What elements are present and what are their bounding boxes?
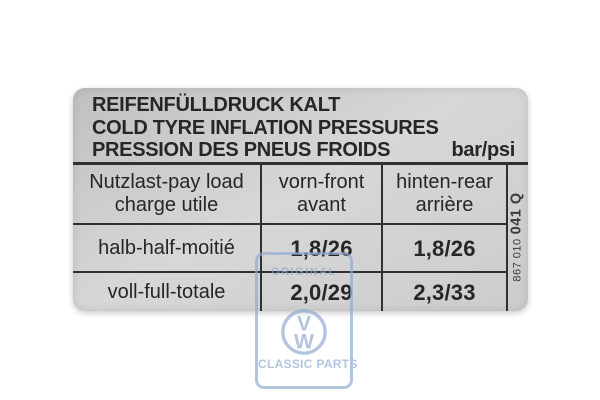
row-full-label: voll-full-totale bbox=[107, 280, 226, 303]
row-half-label: halb-half-moitié bbox=[98, 236, 235, 259]
title-line-english: COLD TYRE INFLATION PRESSURES bbox=[92, 116, 439, 139]
watermark-classic-parts-text: CLASSIC PARTS bbox=[258, 357, 358, 371]
unit-label: bar/psi bbox=[451, 139, 516, 161]
header-rear: hinten-rear arrière bbox=[383, 165, 506, 223]
column-divider bbox=[260, 162, 262, 311]
header-load: Nutzlast-pay load charge utile bbox=[73, 165, 260, 223]
title-divider bbox=[73, 162, 528, 165]
watermark-original-text: ORIGINAL bbox=[271, 266, 337, 278]
vw-logo-icon: V W bbox=[281, 309, 327, 355]
sticker-title: REIFENFÜLLDRUCK KALT COLD TYRE INFLATION… bbox=[92, 94, 439, 162]
row-full-front-pressure: 2,0/29 bbox=[290, 279, 353, 305]
part-number-suffix: 041 Q bbox=[509, 192, 526, 235]
svg-text:V: V bbox=[297, 313, 311, 336]
column-divider bbox=[506, 162, 508, 311]
header-load-line1: Nutzlast-pay load bbox=[89, 171, 244, 193]
header-rear-line2: arrière bbox=[415, 194, 474, 216]
row-full-rear-pressure: 2,3/33 bbox=[413, 279, 476, 305]
header-load-line2: charge utile bbox=[114, 194, 219, 216]
part-number: 867 010 041 Q bbox=[506, 165, 528, 309]
row-divider bbox=[73, 271, 506, 273]
row-divider bbox=[73, 223, 506, 225]
classic-parts-watermark: ORIGINAL V W CLASSIC PARTS bbox=[255, 252, 358, 389]
tyre-pressure-sticker: REIFENFÜLLDRUCK KALT COLD TYRE INFLATION… bbox=[73, 88, 528, 311]
header-rear-line1: hinten-rear bbox=[396, 171, 493, 193]
row-half-rear-pressure: 1,8/26 bbox=[413, 235, 476, 261]
part-number-prefix: 867 010 bbox=[512, 238, 525, 282]
part-number-text: 867 010 041 Q bbox=[509, 192, 525, 281]
header-front: vorn-front avant bbox=[262, 165, 381, 223]
column-divider bbox=[381, 162, 383, 311]
header-front-line2: avant bbox=[297, 194, 346, 216]
svg-text:W: W bbox=[294, 330, 314, 353]
title-line-german: REIFENFÜLLDRUCK KALT bbox=[92, 94, 341, 116]
header-front-line1: vorn-front bbox=[278, 171, 365, 193]
title-line-french: PRESSION DES PNEUS FROIDS bbox=[92, 139, 391, 161]
